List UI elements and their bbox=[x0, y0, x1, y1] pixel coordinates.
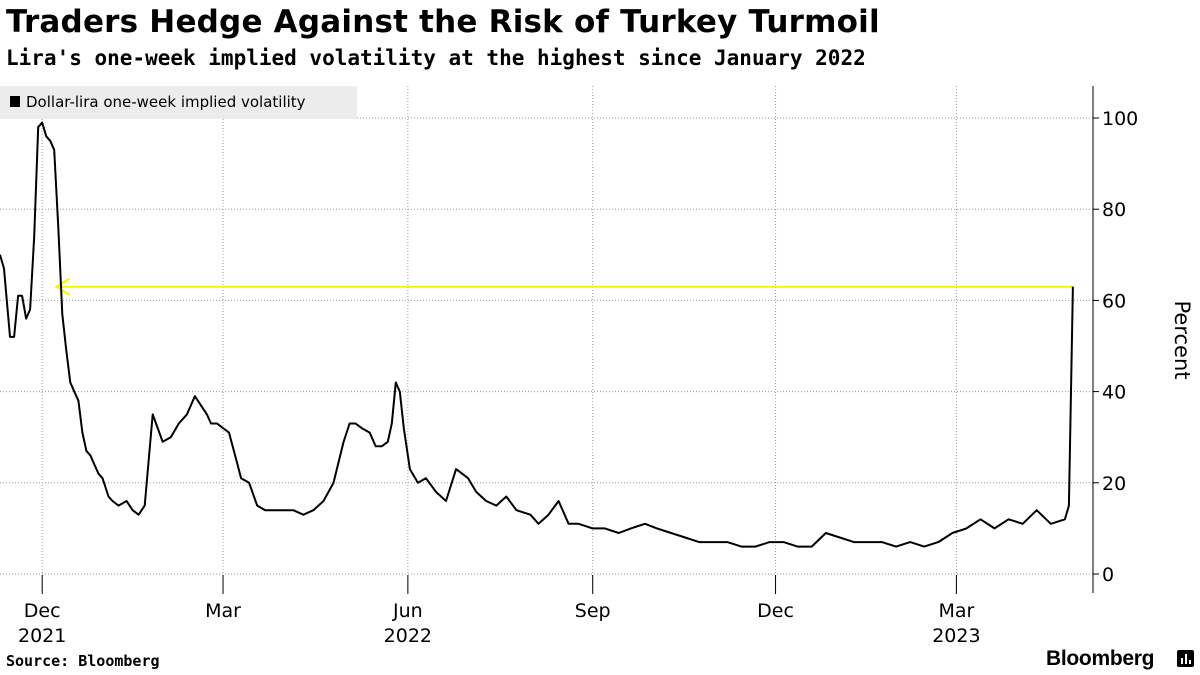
axes bbox=[41, 86, 1099, 594]
annotation-arrow-head bbox=[54, 277, 70, 296]
y-axis-label: Percent bbox=[1170, 300, 1194, 379]
legend-label: Dollar-lira one-week implied volatility bbox=[26, 93, 306, 111]
legend: Dollar-lira one-week implied volatility bbox=[0, 86, 357, 119]
legend-box bbox=[0, 86, 357, 119]
x-year-label: 2021 bbox=[18, 625, 66, 647]
grid-lines bbox=[0, 117, 1093, 575]
x-tick-labels: Dec 2021 Mar Jun 2022 Sep Dec Mar 2023 bbox=[18, 600, 981, 647]
x-tick-label: Dec bbox=[757, 600, 794, 622]
y-tick-labels: 0 20 40 60 80 100 bbox=[1102, 108, 1138, 586]
x-tick-label: Jun bbox=[392, 600, 423, 622]
bloomberg-logo: Bloomberg bbox=[1046, 647, 1155, 670]
x-tick-label: Dec bbox=[24, 600, 61, 622]
source-note: Source: Bloomberg bbox=[6, 652, 160, 670]
y-tick-label: 100 bbox=[1102, 108, 1138, 130]
x-tick-label: Mar bbox=[938, 600, 974, 622]
chart-subtitle: Lira's one-week implied volatility at th… bbox=[6, 46, 866, 70]
y-tick-label: 0 bbox=[1102, 564, 1114, 586]
x-tick-label: Mar bbox=[205, 600, 241, 622]
series-line bbox=[0, 121, 1074, 548]
annotations bbox=[54, 277, 1073, 296]
x-grid-lines bbox=[41, 86, 957, 593]
x-tick-label: Sep bbox=[575, 600, 611, 622]
y-tick-label: 80 bbox=[1102, 199, 1126, 221]
bloomberg-terminal-icon bbox=[1177, 650, 1194, 667]
legend-swatch bbox=[10, 96, 20, 107]
y-tick-label: 40 bbox=[1102, 382, 1126, 404]
y-tick-label: 20 bbox=[1102, 473, 1126, 495]
x-year-label: 2022 bbox=[384, 625, 432, 647]
chart-title: Traders Hedge Against the Risk of Turkey… bbox=[6, 4, 880, 40]
y-tick-label: 60 bbox=[1102, 290, 1126, 312]
x-year-label: 2023 bbox=[932, 625, 980, 647]
